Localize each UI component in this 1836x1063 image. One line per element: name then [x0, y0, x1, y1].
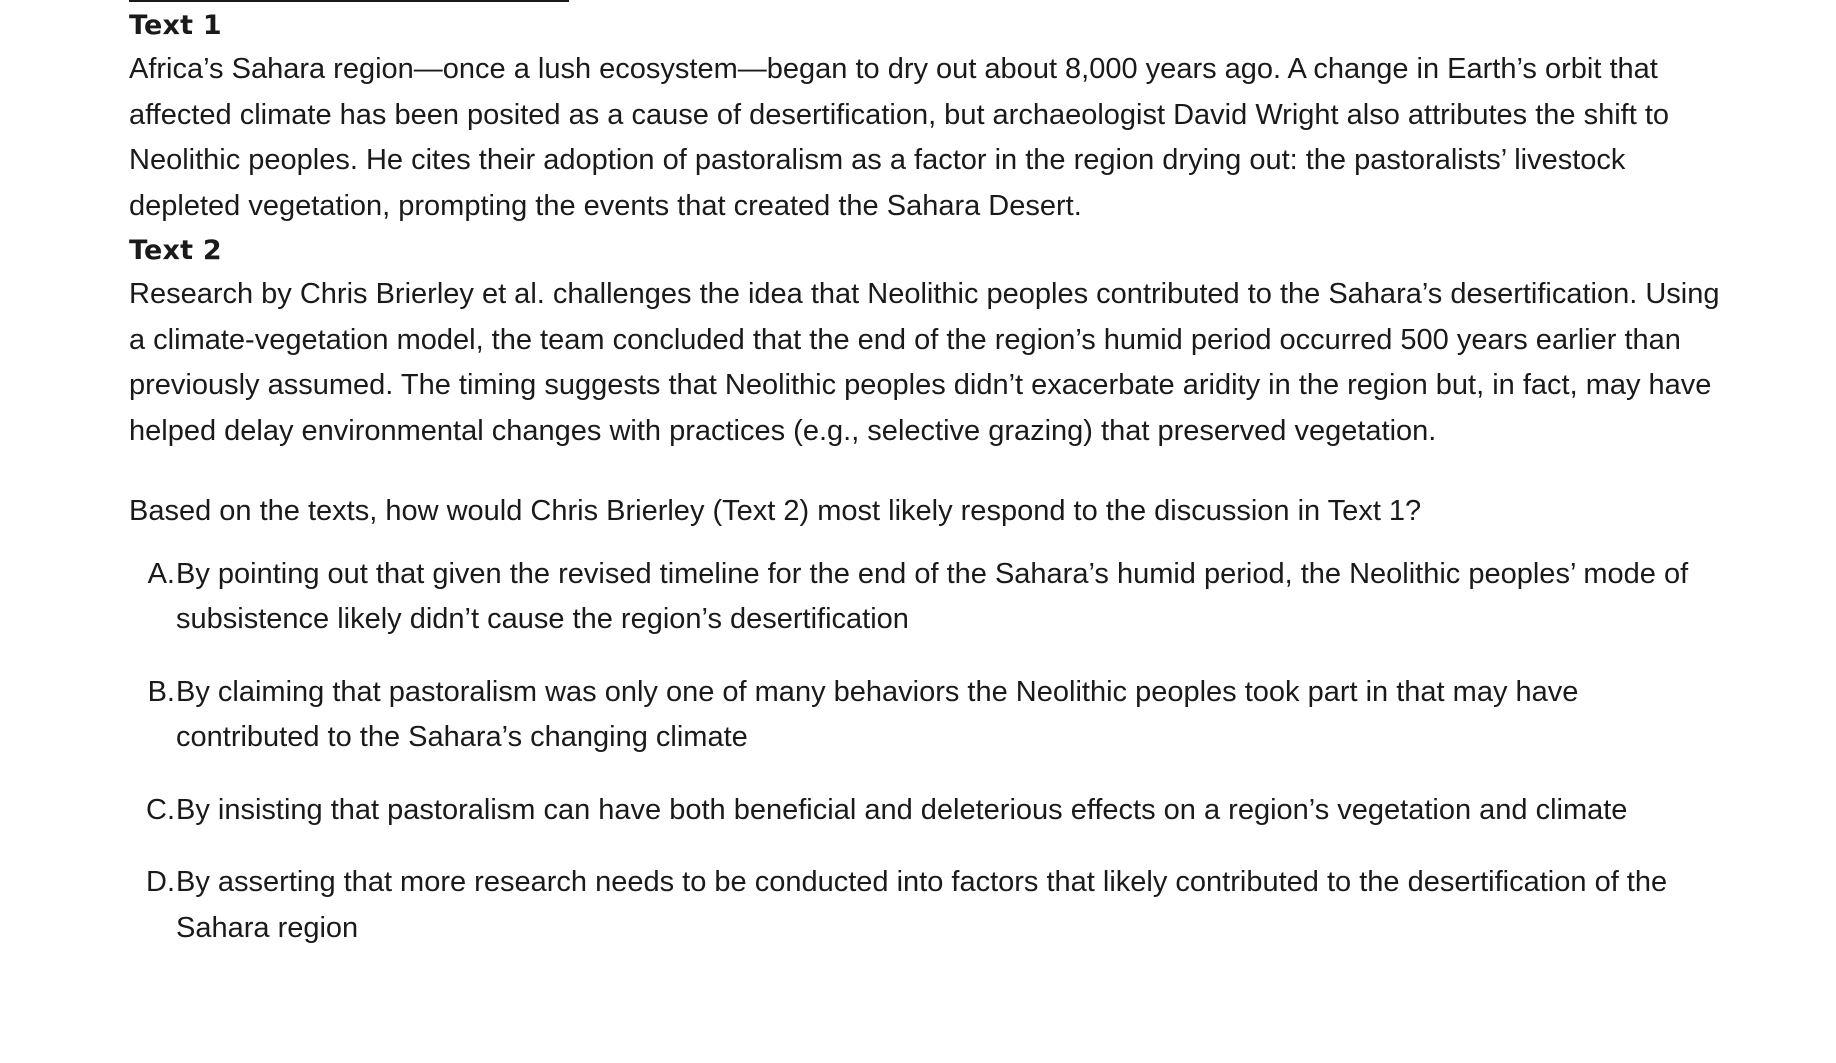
top-divider	[129, 0, 569, 2]
choice-letter: A.	[147, 557, 175, 590]
choice-text: By insisting that pastoralism can have b…	[176, 793, 1628, 826]
answer-choice-b[interactable]: B. By claiming that pastoralism was only…	[129, 670, 1729, 761]
choice-letter: D.	[146, 866, 175, 898]
text-1-passage: Africa’s Sahara region—once a lush ecosy…	[129, 53, 1670, 222]
answer-choice-a[interactable]: A. By pointing out that given the revise…	[129, 552, 1729, 643]
question-stem: Based on the texts, how would Chris Brie…	[129, 495, 1422, 527]
text-2-heading: Text 2	[129, 235, 222, 266]
answer-choice-d[interactable]: D. By asserting that more research needs…	[129, 860, 1729, 951]
question-page: Text 1 Africa’s Sahara region—once a lus…	[129, 0, 1729, 978]
text-1-heading: Text 1	[129, 10, 222, 41]
choice-text: By claiming that pastoralism was only on…	[176, 675, 1579, 754]
choice-text: By pointing out that given the revised t…	[176, 557, 1689, 636]
text-2-passage: Research by Chris Brierley et al. challe…	[129, 278, 1720, 447]
choice-text: By asserting that more research needs to…	[176, 866, 1668, 944]
choice-letter: B.	[147, 675, 175, 708]
answer-choices: A. By pointing out that given the revise…	[129, 552, 1729, 952]
answer-choice-c[interactable]: C. By insisting that pastoralism can hav…	[129, 788, 1729, 834]
choice-letter: C.	[146, 793, 175, 826]
